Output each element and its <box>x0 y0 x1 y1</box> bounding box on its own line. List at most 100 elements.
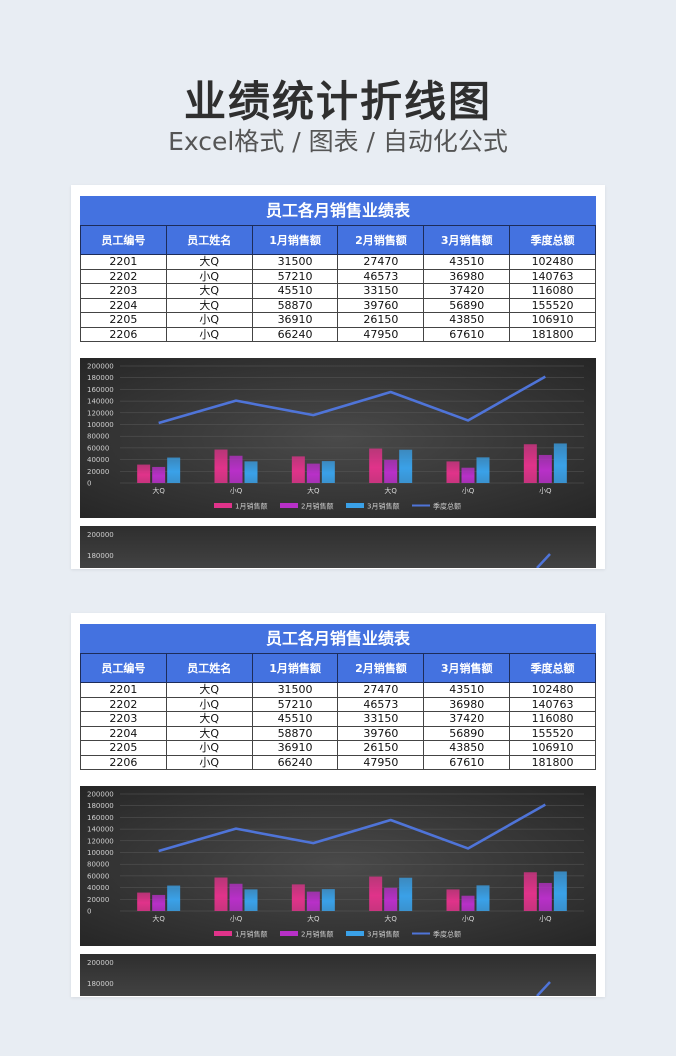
chart-preview-strip: 200000 180000 <box>80 954 596 996</box>
bar-3月销售额 <box>553 443 567 483</box>
column-header: 1月销售额 <box>251 653 339 683</box>
table-cell: 56890 <box>423 297 511 313</box>
legend-label: 3月销售额 <box>367 502 399 511</box>
bar-1月销售额 <box>446 889 460 911</box>
table-cell: 33150 <box>337 711 425 727</box>
line-季度总额 <box>158 375 546 425</box>
table-cell: 57210 <box>251 268 339 284</box>
x-category-label: 小Q <box>539 914 552 923</box>
y-tick-label: 60000 <box>87 444 109 452</box>
table-cell: 小Q <box>165 696 253 712</box>
column-header: 3月销售额 <box>423 653 511 683</box>
table-row: 2203 大Q 45510 33150 37420 116080 <box>80 711 596 727</box>
y-tick-label: 120000 <box>87 409 114 417</box>
legend-swatch <box>214 503 232 508</box>
bar-1月销售额 <box>523 872 537 911</box>
x-category-label: 小Q <box>539 486 552 495</box>
y-tick-label: 20000 <box>87 468 109 476</box>
table-cell: 2203 <box>80 283 167 299</box>
legend-label: 1月销售额 <box>235 502 267 511</box>
x-category-label: 小Q <box>462 486 475 495</box>
table-cell: 31500 <box>251 682 339 698</box>
y-tick-label: 140000 <box>87 826 114 834</box>
table-cell: 58870 <box>251 297 339 313</box>
x-category-label: 大Q <box>384 914 397 923</box>
bar-2月销售额 <box>306 891 320 911</box>
x-category-label: 大Q <box>152 914 165 923</box>
chart-preview-strip: 200000 180000 <box>80 526 596 568</box>
bar-3月销售额 <box>244 461 258 483</box>
y-tick-label: 40000 <box>87 884 109 892</box>
y-tick-label: 80000 <box>87 861 109 869</box>
table-cell: 43850 <box>423 312 511 328</box>
column-header: 员工姓名 <box>165 653 253 683</box>
legend-swatch <box>280 503 298 508</box>
column-header: 1月销售额 <box>251 225 339 255</box>
column-header: 员工编号 <box>80 225 167 255</box>
table-row: 2204 大Q 58870 39760 56890 155520 <box>80 297 596 313</box>
legend-label: 3月销售额 <box>367 930 399 939</box>
table-cell: 36910 <box>251 312 339 328</box>
table-cell: 106910 <box>509 312 596 328</box>
table-cell: 2201 <box>80 682 167 698</box>
table-cell: 45510 <box>251 283 339 299</box>
table-cell: 102480 <box>509 682 596 698</box>
table-cell: 31500 <box>251 254 339 270</box>
column-header: 3月销售额 <box>423 225 511 255</box>
table-cell: 43510 <box>423 254 511 270</box>
column-header: 员工姓名 <box>165 225 253 255</box>
table-row: 2206 小Q 66240 47950 67610 181800 <box>80 754 596 770</box>
bar-3月销售额 <box>476 457 490 483</box>
table-cell: 37420 <box>423 711 511 727</box>
peek-tick-label: 180000 <box>87 980 114 988</box>
table-cell: 116080 <box>509 283 596 299</box>
line-季度总额 <box>158 803 546 853</box>
table-cell: 36910 <box>251 740 339 756</box>
table-cell: 2204 <box>80 297 167 313</box>
bar-1月销售额 <box>137 892 151 911</box>
table-cell: 46573 <box>337 268 425 284</box>
sales-table: 员工编号 员工姓名 1月销售额 2月销售额 3月销售额 季度总额 2201 大Q 31500 27… <box>80 225 596 342</box>
table-header-row: 员工编号 员工姓名 1月销售额 2月销售额 3月销售额 季度总额 <box>80 653 596 683</box>
peek-tick-label: 180000 <box>87 552 114 560</box>
column-header: 季度总额 <box>509 225 596 255</box>
table-row: 2203 大Q 45510 33150 37420 116080 <box>80 283 596 299</box>
table-cell: 66240 <box>251 754 339 770</box>
table-cell: 2204 <box>80 725 167 741</box>
table-cell: 26150 <box>337 740 425 756</box>
table-cell: 140763 <box>509 268 596 284</box>
table-cell: 大Q <box>165 725 253 741</box>
legend-label: 2月销售额 <box>301 930 333 939</box>
y-tick-label: 140000 <box>87 398 114 406</box>
page-title: 业绩统计折线图 <box>183 77 492 126</box>
table-cell: 小Q <box>165 740 253 756</box>
table-row: 2206 小Q 66240 47950 67610 181800 <box>80 326 596 342</box>
table-cell: 大Q <box>165 711 253 727</box>
table-cell: 56890 <box>423 725 511 741</box>
table-cell: 36980 <box>423 268 511 284</box>
x-category-label: 大Q <box>152 486 165 495</box>
preview-card-1: 员工各月销售业绩表 员工编号 员工姓名 1月销售额 2月销售额 3月销售额 季度总额 220… <box>71 185 605 569</box>
x-category-label: 大Q <box>384 486 397 495</box>
y-tick-label: 100000 <box>87 421 114 429</box>
sheet-title: 员工各月销售业绩表 <box>80 196 596 225</box>
bar-1月销售额 <box>291 456 305 483</box>
bar-1月销售额 <box>369 876 383 911</box>
table-cell: 102480 <box>509 254 596 270</box>
legend-swatch <box>280 931 298 936</box>
bar-2月销售额 <box>461 895 475 911</box>
table-cell: 26150 <box>337 312 425 328</box>
bar-3月销售额 <box>553 871 567 911</box>
sheet-title: 员工各月销售业绩表 <box>80 624 596 653</box>
table-cell: 66240 <box>251 326 339 342</box>
peek-tick-label: 200000 <box>87 959 114 967</box>
column-header: 2月销售额 <box>337 225 425 255</box>
legend-label: 1月销售额 <box>235 930 267 939</box>
bar-2月销售额 <box>384 887 398 911</box>
bar-2月销售额 <box>152 466 166 483</box>
bar-1月销售额 <box>291 884 305 911</box>
y-tick-label: 0 <box>87 480 91 488</box>
table-cell: 36980 <box>423 696 511 712</box>
table-cell: 27470 <box>337 254 425 270</box>
y-tick-label: 160000 <box>87 386 114 394</box>
